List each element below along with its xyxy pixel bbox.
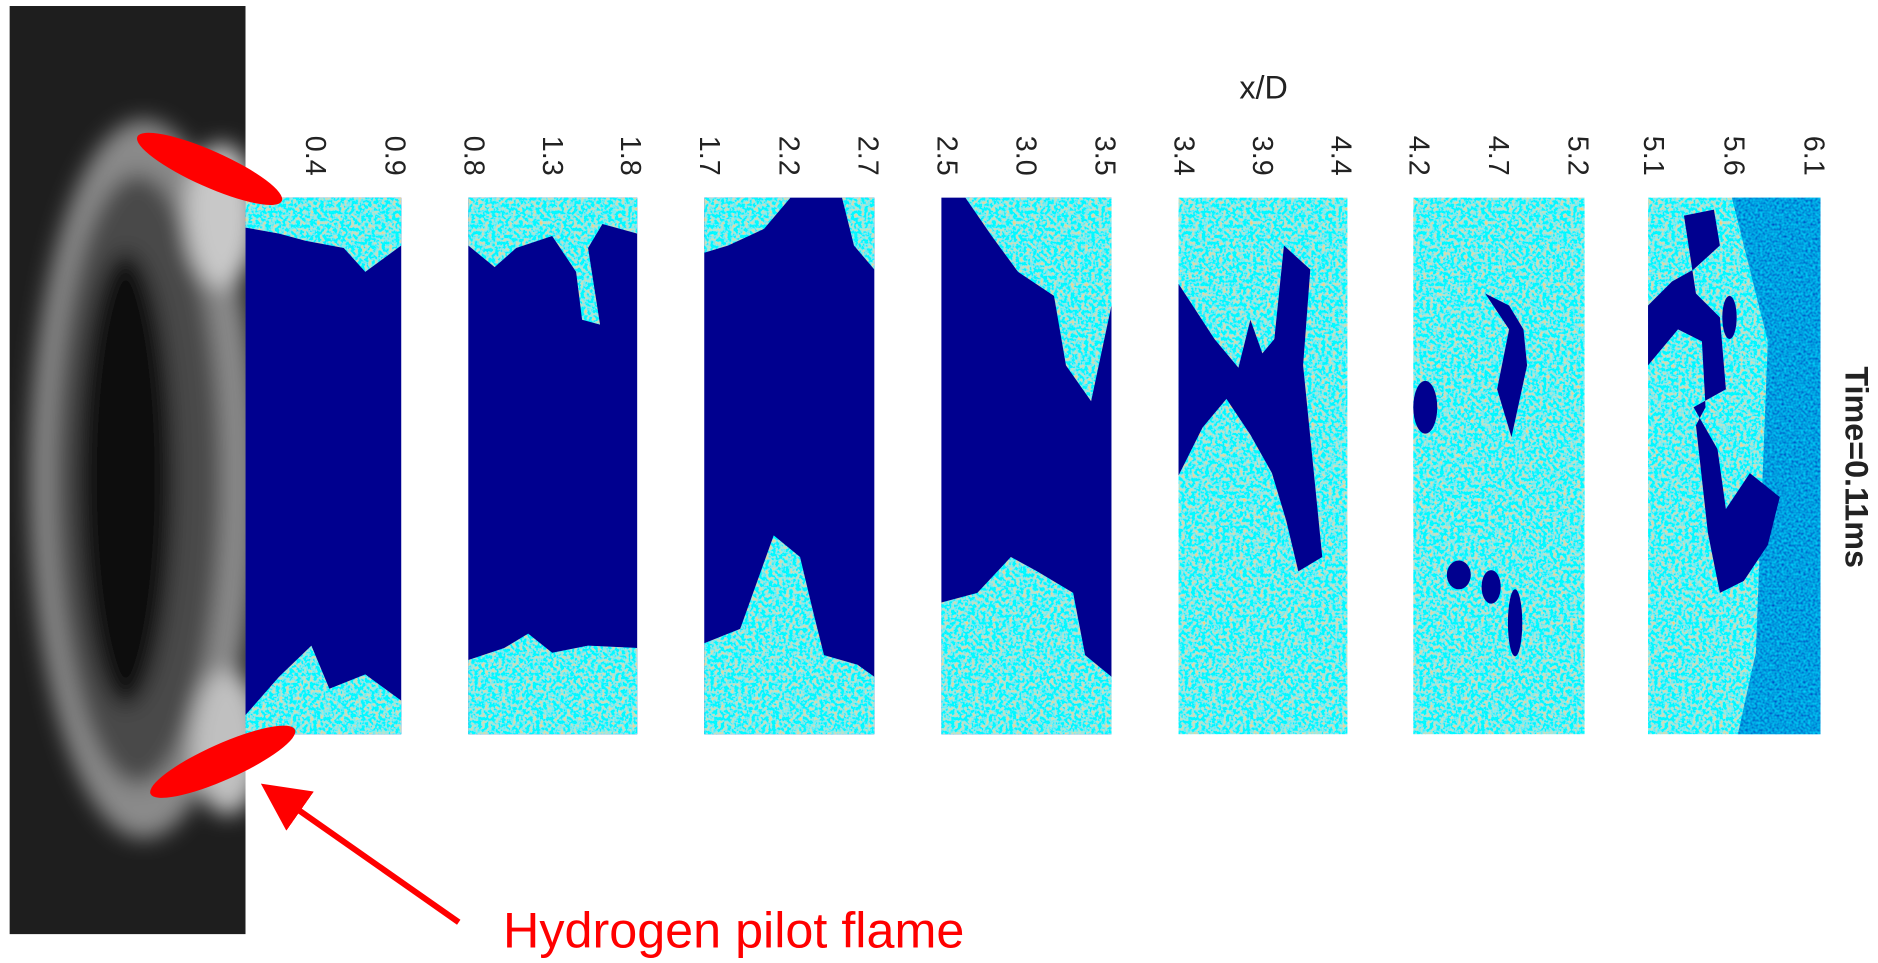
arrow (271, 791, 459, 923)
tick-label: 4.7 (1482, 136, 1514, 176)
tick-label: 3.9 (1246, 136, 1278, 176)
annotation: Hydrogen pilot flame (503, 902, 964, 959)
axis-label: x/D (1239, 69, 1288, 105)
page: {"figure": { "axis_label": "x/D", "time_… (0, 0, 1878, 963)
tick-label: 0.8 (457, 136, 489, 176)
tick-label: 2.5 (930, 136, 962, 176)
panel (1413, 198, 1584, 735)
panel (246, 198, 402, 735)
panel (704, 198, 874, 735)
tick-label: 5.2 (1562, 136, 1594, 176)
tick-label: 3.0 (1009, 136, 1041, 176)
panel (1179, 198, 1348, 735)
figure: 0.4 0.9 0.8 1.3 1.8 1.7 2.2 2.7 2.5 3.0 3.5 3.4 3.9 4… (0, 0, 1878, 963)
panel (468, 198, 637, 735)
panel (1648, 198, 1820, 735)
tick-label: 1.8 (614, 136, 646, 176)
tick-label: 1.3 (536, 136, 568, 176)
panel (941, 198, 1111, 735)
tick-label: 5.6 (1717, 136, 1749, 176)
tick-label: 3.5 (1088, 136, 1120, 176)
tick-label: 0.9 (378, 136, 410, 176)
tick-label: 3.4 (1168, 136, 1200, 176)
tick-label: 2.7 (851, 136, 883, 176)
tick-label: 6.1 (1798, 136, 1830, 176)
tick-label: 1.7 (693, 136, 725, 176)
time-label: Time=0.11ms (1838, 366, 1874, 568)
tick-label: 0.4 (299, 136, 331, 176)
tick-label: 4.2 (1402, 136, 1434, 176)
tick-labels: 0.4 0.9 0.8 1.3 1.8 1.7 2.2 2.7 2.5 3.0 3.5 3.4 3.9 4… (299, 136, 1829, 176)
tick-label: 2.2 (772, 136, 804, 176)
tick-label: 4.4 (1324, 136, 1356, 176)
tick-label: 5.1 (1637, 136, 1669, 176)
flame-photo (10, 6, 264, 934)
